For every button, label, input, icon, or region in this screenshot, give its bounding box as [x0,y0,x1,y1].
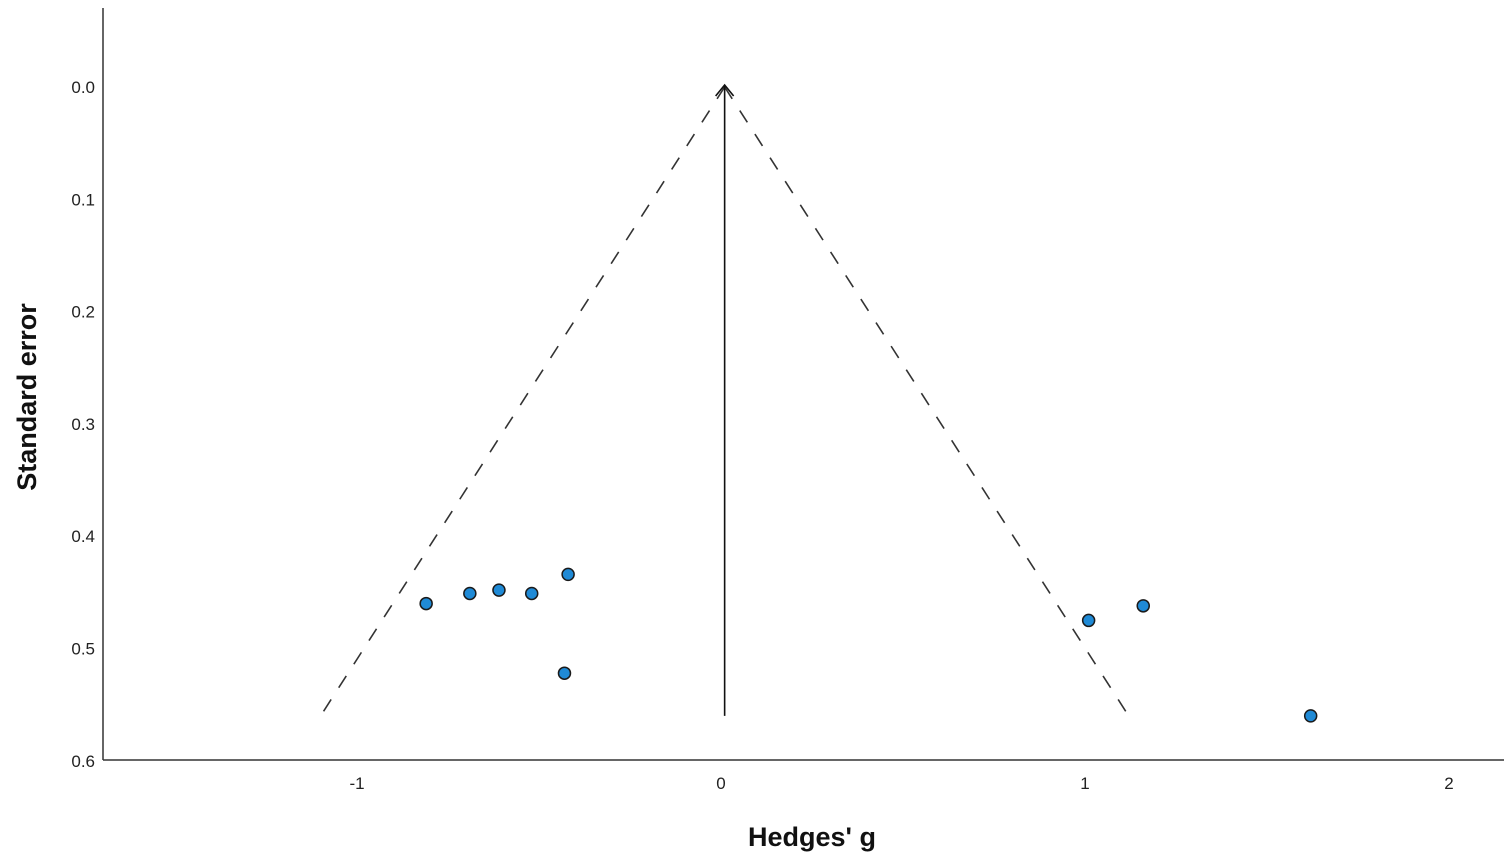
y-tick-labels: 0.0 0.1 0.2 0.3 0.4 0.5 0.6 [71,78,95,771]
funnel-lines [319,86,1130,717]
reference-line [715,83,735,716]
y-tick-label: 0.3 [71,415,95,434]
funnel-right-line [723,86,1130,717]
data-point [1081,613,1096,628]
y-tick-label: 0.4 [71,527,95,546]
y-tick-label: 0.5 [71,640,95,659]
y-axis-title: Standard error [12,303,42,491]
axes [102,8,1504,761]
data-point [1303,709,1318,723]
x-tick-label: 2 [1444,774,1453,793]
data-point [419,596,433,611]
x-tick-label: -1 [349,774,364,793]
y-tick-label: 0.6 [71,752,95,771]
reference-line-arrowhead [715,83,735,97]
x-tick-label: 0 [716,774,725,793]
data-point [561,567,575,582]
x-tick-labels: -1 0 1 2 [349,774,1453,793]
y-tick-label: 0.2 [71,303,95,322]
y-tick-label: 0.0 [71,78,95,97]
x-tick-label: 1 [1080,774,1089,793]
data-point [1136,599,1150,613]
data-points [419,567,1318,723]
data-point [492,583,506,597]
x-axis-title: Hedges' g [748,822,876,852]
data-point [557,666,572,680]
funnel-left-line [319,86,726,717]
y-tick-label: 0.1 [71,190,95,209]
data-point [463,586,477,601]
data-point [524,586,539,601]
